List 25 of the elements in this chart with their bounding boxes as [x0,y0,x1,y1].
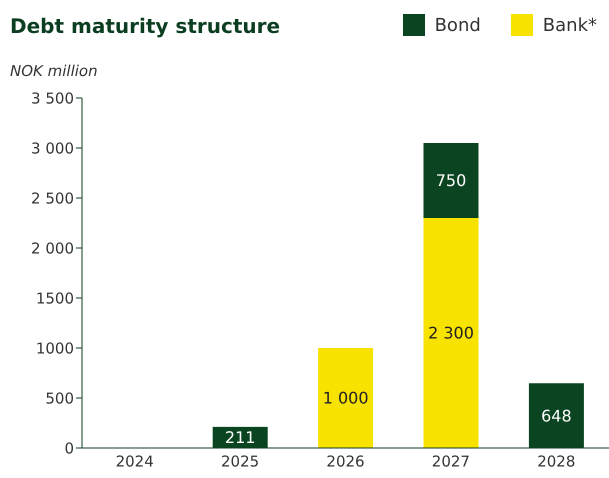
x-tick-label: 2028 [537,452,576,471]
data-label: 1 000 [322,388,368,408]
data-label: 2 300 [428,324,474,343]
y-axis-title: NOK million [10,62,98,80]
y-tick-label: 3 000 [31,139,74,158]
bar [423,218,478,448]
y-tick-label: 500 [45,389,74,408]
x-tick-label: 2025 [221,452,260,471]
legend-label: Bank* [542,14,597,36]
y-tick-label: 2 500 [31,189,74,208]
x-tick-label: 2027 [432,452,470,471]
y-tick-label: 1000 [36,339,74,358]
chart-title: Debt maturity structure [10,14,280,38]
y-tick-label: 1500 [36,289,74,308]
bar [318,348,374,448]
data-label: 211 [224,428,256,448]
y-tick-label: 2 000 [31,239,74,258]
legend-label: Bond [434,14,481,36]
data-label: 750 [436,171,466,190]
data-label: 648 [541,406,572,426]
bar [423,143,478,218]
x-tick-label: 2026 [326,452,365,471]
x-tick-label: 2024 [116,452,154,471]
y-tick-label: 0 [64,439,74,458]
y-tick-label: 3 500 [31,89,74,108]
